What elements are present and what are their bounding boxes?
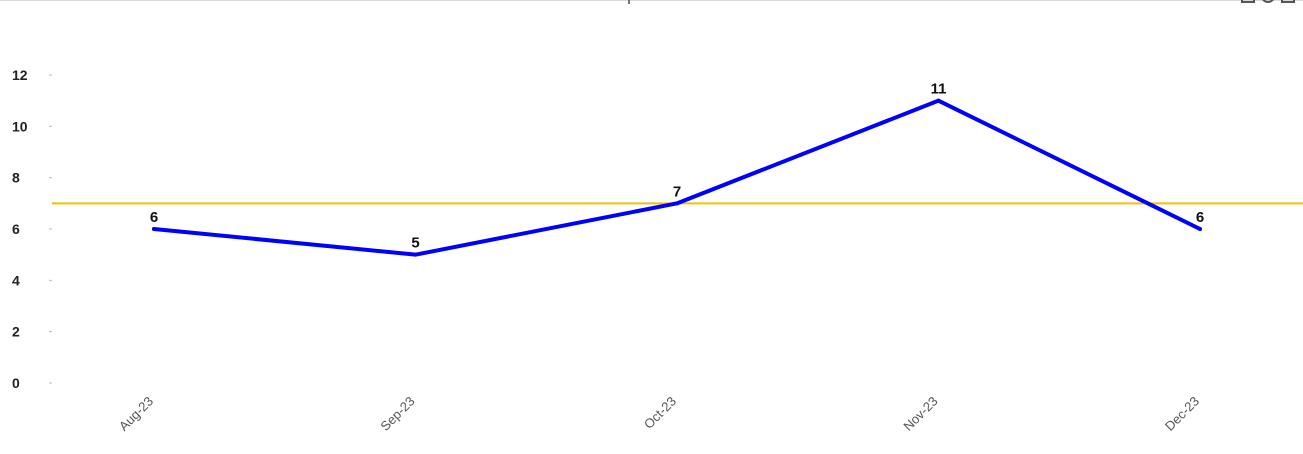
series-polyline: [152, 98, 1202, 257]
chart-toolbar: [1241, 0, 1295, 3]
y-tick-label: 0: [12, 375, 20, 391]
data-point: [152, 227, 156, 231]
x-tick-label: Nov-23: [900, 394, 940, 434]
export-icon[interactable]: [1241, 0, 1255, 3]
y-axis: 0 2 4 6 8 10 12: [12, 67, 52, 391]
data-point: [1198, 227, 1202, 231]
y-tick-label: 6: [12, 221, 20, 237]
x-tick-label: Aug-23: [116, 394, 156, 434]
data-label: 6: [150, 209, 158, 226]
series-line: [152, 98, 1202, 257]
y-tick-label: 4: [12, 272, 20, 288]
menu-icon[interactable]: [1281, 0, 1295, 3]
data-label: 7: [673, 183, 681, 200]
data-label: 6: [1196, 209, 1204, 226]
x-tick-label: Dec-23: [1162, 394, 1202, 434]
data-point: [936, 98, 941, 103]
data-label: 11: [931, 81, 947, 98]
x-tick-label: Sep-23: [377, 394, 417, 434]
header-divider: [0, 0, 1303, 1]
data-labels: 6 5 7 11 6: [150, 81, 1204, 257]
x-tick-label: Oct-23: [641, 394, 679, 432]
y-tick-label: 12: [12, 67, 28, 83]
x-axis: Aug-23 Sep-23 Oct-23 Nov-23 Dec-23: [116, 394, 1202, 434]
y-tick-label: 2: [12, 324, 20, 340]
y-tick-label: 8: [12, 170, 20, 186]
data-point: [413, 252, 418, 257]
data-label: 5: [411, 235, 419, 252]
y-tick-label: 10: [12, 118, 28, 134]
title-fragment: [624, 0, 630, 4]
data-point: [675, 201, 679, 206]
